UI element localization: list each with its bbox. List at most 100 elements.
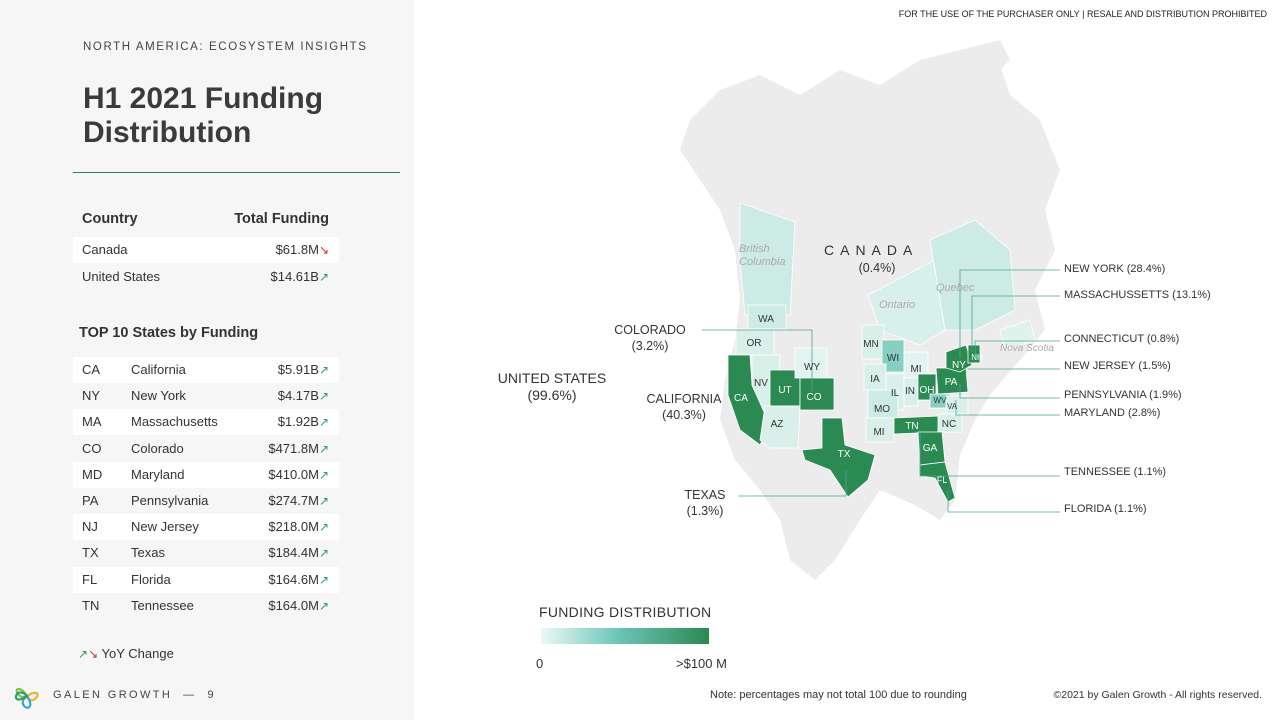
state-nc (937, 413, 963, 433)
north-america-map: WA OR CA NV UT AZ WY CO TX MN WI MI IA I… (680, 40, 1060, 580)
funding-legend-title: FUNDING DISTRIBUTION (539, 604, 712, 620)
trend-up-icon: ↗ (78, 647, 89, 661)
leader-florida (947, 490, 1060, 513)
leader-massachusetts (971, 295, 1060, 352)
state-name: Maryland (131, 466, 185, 482)
state-code-label: MI (910, 364, 921, 375)
country-funding: $14.61B↗ (270, 269, 330, 284)
pennsylvania-callout: PENNSYLVANIA (1.9%) (1064, 389, 1182, 401)
table-row: PA Pennsylvania $274.7M↗ (73, 488, 339, 514)
state-code: TX (82, 545, 99, 561)
quebec-region (929, 219, 1016, 331)
state-mi-south (865, 417, 895, 443)
trend-up-icon: ↗ (318, 415, 329, 430)
state-name: New York (131, 388, 186, 404)
state-az (759, 405, 801, 449)
ontario-label: Ontario (879, 299, 916, 311)
state-code-label: WA (758, 314, 774, 325)
state-funding: $218.0M↗ (268, 519, 329, 535)
trend-up-icon: ↗ (318, 598, 329, 613)
state-funding: $1.92B↗ (277, 414, 329, 430)
state-name: Pennsylvania (131, 493, 209, 508)
table-row: NJ New Jersey $218.0M↗ (73, 514, 339, 541)
state-co (799, 377, 835, 411)
california-callout: CALIFORNIA (40.3%) (646, 392, 722, 422)
rounding-note: Note: percentages may not total 100 due … (710, 689, 967, 701)
trend-up-icon: ↗ (318, 520, 329, 535)
state-code-label: OR (747, 338, 762, 349)
state-code: PA (82, 493, 99, 508)
title-divider (73, 172, 400, 173)
left-panel: NORTH AMERICA: ECOSYSTEM INSIGHTS H1 202… (0, 0, 414, 720)
quebec-label: Quebec (936, 282, 975, 294)
brand-footer: GALEN GROWTH — 9 (53, 689, 217, 701)
ontario-region (867, 259, 946, 346)
leader-maryland (955, 400, 1060, 416)
state-name: Texas (131, 545, 165, 561)
country-row-canada: Canada $61.8M↘ (73, 237, 339, 263)
state-code-label: IN (905, 386, 915, 397)
trend-down-icon: ↘ (318, 243, 329, 257)
country-name: United States (82, 269, 161, 284)
state-funding: $410.0M↗ (268, 466, 329, 482)
state-code-label: TN (905, 421, 918, 432)
trend-up-icon: ↗ (318, 389, 329, 404)
tennessee-callout: TENNESSEE (1.1%) (1064, 466, 1167, 478)
state-code-label: VA (947, 402, 958, 411)
state-code-label: TX (838, 449, 851, 460)
state-code-label: MO (874, 404, 890, 415)
state-code: CA (82, 362, 101, 377)
state-funding: $164.6M↗ (268, 571, 329, 587)
page-title: H1 2021 Funding Distribution (83, 82, 324, 149)
table-row: CO Colorado $471.8M↗ (73, 436, 339, 462)
state-name: Massachusetts (131, 414, 218, 430)
greenland-landmass (960, 40, 1010, 80)
state-funding: $5.91B↗ (277, 362, 329, 377)
country-row-us: United States $14.61B↗ (73, 264, 339, 290)
state-code: MA (82, 414, 102, 430)
trend-up-icon: ↗ (318, 441, 329, 456)
table-row: NY New York $4.17B↗ (73, 383, 339, 409)
state-code-label: IA (870, 374, 880, 385)
copyright: ©2021 by Galen Growth - All rights reser… (1053, 689, 1263, 701)
leader-texas (738, 470, 847, 497)
state-code-label: WI (887, 353, 899, 364)
state-code: NY (82, 388, 101, 404)
state-funding: $4.17B↗ (277, 388, 329, 404)
state-code-label: FL (937, 475, 948, 485)
state-name: California (131, 362, 186, 377)
table-row: TN Tennessee $164.0M↗ (73, 593, 339, 619)
maryland-callout: MARYLAND (2.8%) (1064, 407, 1161, 419)
state-code-label: NY (952, 360, 966, 371)
leader-pennsylvania (959, 384, 1060, 399)
trend-up-icon: ↗ (318, 270, 329, 284)
state-funding: $164.0M↗ (268, 597, 329, 613)
trend-up-icon: ↗ (318, 572, 329, 587)
funding-legend-max: >$100 M (676, 656, 727, 671)
state-code-label: WY (804, 362, 820, 373)
state-code-label: GA (923, 443, 938, 454)
nova-scotia-region (999, 319, 1036, 351)
yoy-label: YoY Change (101, 646, 174, 661)
country-column-header: Country (82, 211, 138, 227)
canada-label: CANADA (824, 242, 919, 258)
state-oh (917, 373, 937, 401)
table-row: FL Florida $164.6M↗ (73, 566, 339, 593)
country-table-header: Country Total Funding (82, 211, 329, 227)
new-york-callout: NEW YORK (28.4%) (1064, 263, 1166, 275)
united-states-label: UNITED STATES (99.6%) (497, 370, 607, 403)
state-code-label: CO (807, 392, 822, 403)
state-funding: $184.4M↗ (268, 545, 329, 561)
country-funding: $61.8M↘ (275, 242, 329, 257)
state-code-label: UT (778, 385, 791, 396)
yoy-legend: ↗↘ YoY Change (78, 646, 174, 661)
leader-tennessee (919, 430, 1060, 477)
massachusetts-callout: MASSACHUSSETTS (13.1%) (1064, 289, 1211, 301)
trend-down-icon: ↘ (88, 647, 99, 661)
state-wy (794, 347, 828, 379)
top10-heading: TOP 10 States by Funding (79, 325, 259, 341)
funding-legend-gradient (541, 628, 709, 644)
state-code-label: NH (971, 353, 983, 362)
florida-callout: FLORIDA (1.1%) (1064, 503, 1147, 515)
state-name: Colorado (131, 440, 184, 456)
